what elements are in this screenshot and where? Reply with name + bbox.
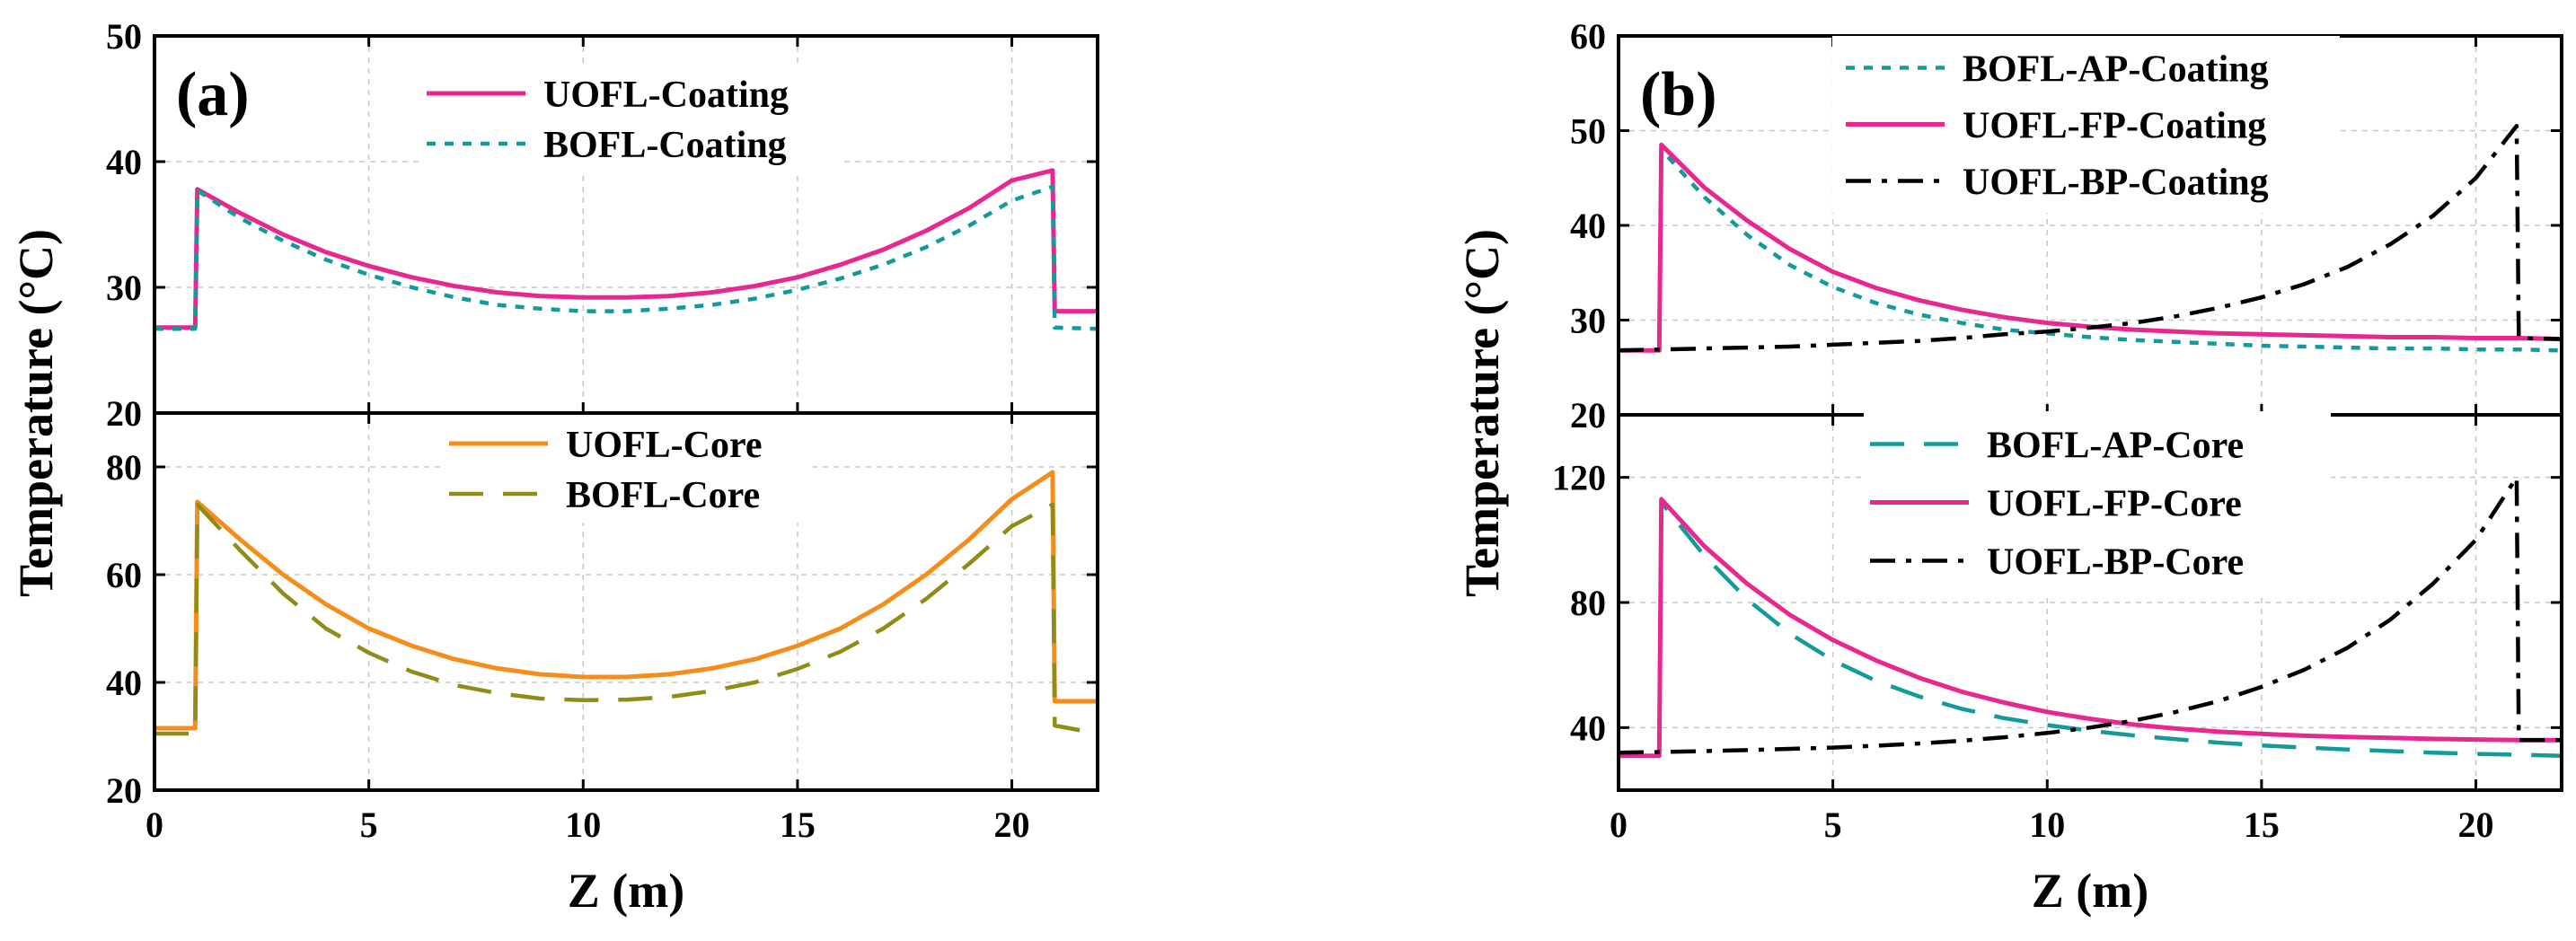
panel-b-top-ytick-label: 30	[1570, 301, 1606, 341]
panel-a-top-legend-bg	[420, 65, 841, 172]
panel-b-xtick-label: 5	[1824, 805, 1842, 845]
panel-a-bottom-series-uofl-core	[154, 470, 1098, 731]
panel-b-top-series-bofl-ap-coating	[1619, 147, 2562, 353]
panel-a-bottom-ytick-label: 40	[106, 663, 142, 703]
panel-a-top-ytick-label: 20	[106, 393, 142, 434]
panel-a-bottom-legend-entry: BOFL-Core	[566, 475, 760, 516]
panel-b-top-legend-entry: BOFL-AP-Coating	[1963, 49, 2269, 91]
panel-b-bottom-ytick-label: 40	[1570, 708, 1606, 748]
panel-b-xtick-label: 0	[1610, 805, 1628, 845]
panel-a-top-legend: UOFL-Coating BOFL-Coating	[420, 65, 841, 172]
panel-a-top-legend-entry: UOFL-Coating	[543, 75, 789, 116]
panel-b-x-axis-title: Z (m)	[2032, 864, 2148, 918]
panel-a-bottom-series-bofl-core	[154, 502, 1098, 736]
panel-a-xtick-label: 15	[780, 805, 816, 845]
panel-b-top-ytick-label: 20	[1570, 395, 1606, 435]
panel-a-bottom-plot: 20 40 60 80	[106, 411, 1099, 811]
panel-b-bottom-legend-entry: UOFL-BP-Core	[1987, 542, 2244, 584]
panel-b-top-ytick-label: 40	[1570, 206, 1606, 246]
panel-a-top-legend-entry: BOFL-Coating	[543, 125, 787, 166]
panel-a-bottom-ytick-label: 60	[106, 555, 142, 595]
panel-a-bottom-legend-bg	[445, 415, 813, 523]
panel-a-bottom-frame	[153, 411, 1099, 792]
panel-a-bottom-legend: UOFL-Core BOFL-Core	[445, 415, 813, 523]
panel-a-label: (a)	[176, 60, 250, 129]
panel-a-x-axis-title: Z (m)	[568, 864, 684, 918]
panel-a-top-series-uofl-coating	[154, 168, 1098, 330]
panel-b-label: (b)	[1640, 60, 1717, 129]
panel-b-bottom-legend-entry: UOFL-FP-Core	[1987, 484, 2242, 525]
panel-b-bottom-legend-entry: BOFL-AP-Core	[1987, 426, 2244, 467]
panel-a-y-axis-title: Temperature (°C)	[9, 229, 63, 597]
panel-a-top-series-bofl-coating	[154, 184, 1098, 331]
panel-b-top-ytick-label: 50	[1570, 111, 1606, 152]
panel-b-bottom-legend: BOFL-AP-Core UOFL-FP-Core UOFL-BP-Core	[1864, 411, 2331, 594]
panel-a-xtick-label: 10	[565, 805, 601, 845]
panel-a-top-ytick-label: 40	[106, 142, 142, 182]
panel-b-xtick-label: 15	[2244, 805, 2280, 845]
panel-a-bottom-ytick-label: 20	[106, 770, 142, 811]
panel-b-xtick-label: 10	[2029, 805, 2065, 845]
panel-a-xtick-label: 0	[146, 805, 163, 845]
panel-b-bottom-series-uofl-bp-core	[1619, 475, 2562, 755]
panel-b-bottom-series-uofl-fp-core	[1619, 497, 2562, 759]
panel-b-top-series-uofl-fp-coating	[1619, 142, 2562, 353]
panel-a-top-ytick-label: 30	[106, 268, 142, 308]
panel-b-top-legend-entry: UOFL-BP-Coating	[1963, 163, 2269, 204]
panel-a-top-ytick-label: 50	[106, 16, 142, 57]
panel-b-bottom-ytick-label: 120	[1552, 458, 1606, 498]
panel-a-bottom-legend-entry: UOFL-Core	[566, 425, 763, 466]
panel-b-top-series-uofl-bp-coating	[1619, 123, 2562, 353]
panel-b-y-axis-title: Temperature (°C)	[1455, 229, 1509, 597]
panel-b-top-legend: BOFL-AP-Coating UOFL-FP-Coating UOFL-BP-Co…	[1832, 36, 2340, 213]
panel-a-xtick-label: 5	[360, 805, 378, 845]
panel-a-top-plot: 20 30 40 50	[106, 16, 1099, 434]
panel-b-bottom-series-bofl-ap-core	[1619, 500, 2562, 758]
panel-b-top-legend-entry: UOFL-FP-Coating	[1963, 106, 2266, 147]
panel-a-bottom-ytick-label: 80	[106, 447, 142, 488]
panel-b-bottom-ytick-label: 80	[1570, 583, 1606, 623]
panel-b-top-ytick-label: 60	[1570, 16, 1606, 57]
panel-b-xtick-label: 20	[2458, 805, 2494, 845]
panel-a-xtick-label: 20	[994, 805, 1030, 845]
